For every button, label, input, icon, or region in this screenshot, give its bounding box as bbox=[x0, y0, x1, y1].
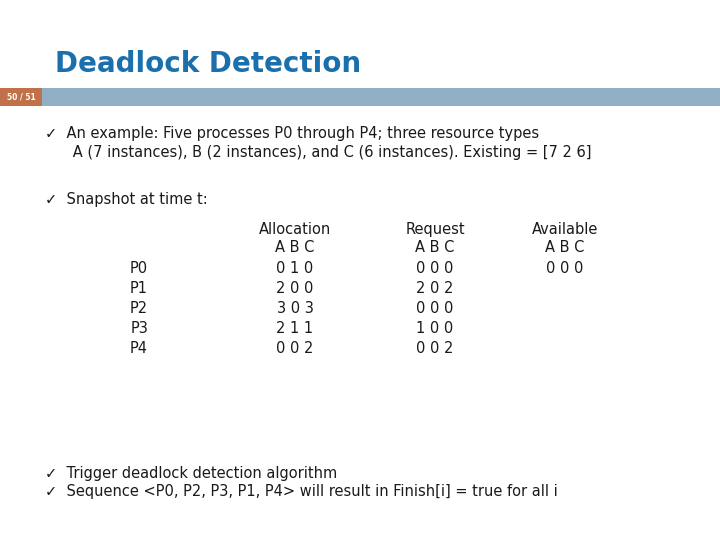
Text: Allocation: Allocation bbox=[259, 222, 331, 237]
Text: P0: P0 bbox=[130, 261, 148, 276]
Text: 1 0 0: 1 0 0 bbox=[416, 321, 454, 336]
Text: Deadlock Detection: Deadlock Detection bbox=[55, 50, 361, 78]
Text: P2: P2 bbox=[130, 301, 148, 316]
Text: Request: Request bbox=[405, 222, 465, 237]
Text: ✓  Snapshot at time t:: ✓ Snapshot at time t: bbox=[45, 192, 208, 207]
Text: P4: P4 bbox=[130, 341, 148, 356]
Text: 2 0 2: 2 0 2 bbox=[416, 281, 454, 296]
Text: A B C: A B C bbox=[275, 240, 315, 255]
Text: 50 / 51: 50 / 51 bbox=[6, 92, 35, 102]
Text: 2 0 0: 2 0 0 bbox=[276, 281, 314, 296]
Text: A B C: A B C bbox=[545, 240, 585, 255]
Text: ✓  Trigger deadlock detection algorithm: ✓ Trigger deadlock detection algorithm bbox=[45, 466, 337, 481]
Text: Available: Available bbox=[532, 222, 598, 237]
Text: 0 0 2: 0 0 2 bbox=[276, 341, 314, 356]
Text: P1: P1 bbox=[130, 281, 148, 296]
Text: ✓  An example: Five processes P0 through P4; three resource types: ✓ An example: Five processes P0 through … bbox=[45, 126, 539, 141]
Text: 0 0 2: 0 0 2 bbox=[416, 341, 454, 356]
Text: 0 0 0: 0 0 0 bbox=[416, 261, 454, 276]
Text: ✓  Sequence <P0, P2, P3, P1, P4> will result in Finish[i] = true for all i: ✓ Sequence <P0, P2, P3, P1, P4> will res… bbox=[45, 484, 558, 499]
Text: 0 0 0: 0 0 0 bbox=[416, 301, 454, 316]
Text: 2 1 1: 2 1 1 bbox=[276, 321, 314, 336]
Text: A B C: A B C bbox=[415, 240, 455, 255]
Text: 0 1 0: 0 1 0 bbox=[276, 261, 314, 276]
Text: A (7 instances), B (2 instances), and C (6 instances). Existing = [7 2 6]: A (7 instances), B (2 instances), and C … bbox=[45, 145, 592, 160]
Text: 3 0 3: 3 0 3 bbox=[276, 301, 313, 316]
Bar bbox=[0, 88, 42, 106]
Text: P3: P3 bbox=[130, 321, 148, 336]
Text: 0 0 0: 0 0 0 bbox=[546, 261, 584, 276]
